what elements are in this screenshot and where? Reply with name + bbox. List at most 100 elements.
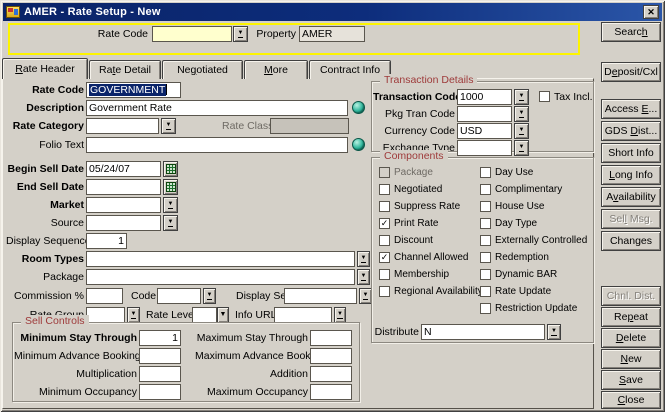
folio-text-globe-icon[interactable]	[352, 138, 365, 151]
checkbox-day-type[interactable]: Day Type	[480, 218, 587, 229]
info-url-input[interactable]	[274, 306, 332, 323]
tab-label: More	[264, 64, 288, 76]
new-button[interactable]: New	[601, 349, 661, 369]
checkbox-restriction-update[interactable]: Restriction Update	[480, 303, 587, 314]
button-label: New	[620, 353, 642, 365]
rate-group-input[interactable]	[86, 306, 125, 323]
checkbox-discount[interactable]: Discount	[379, 235, 483, 246]
currency-code-dropdown-button[interactable]	[514, 122, 529, 139]
repeat-button[interactable]: Repeat	[601, 307, 661, 327]
checkbox-day-use[interactable]: Day Use	[480, 167, 587, 178]
checkbox-house-use[interactable]: House Use	[480, 201, 587, 212]
checkbox-dynamic-bar[interactable]: Dynamic BAR	[480, 269, 587, 280]
long-info-button[interactable]: Long Info	[601, 165, 661, 185]
code-dropdown-button[interactable]	[203, 287, 216, 304]
market-dropdown-button[interactable]	[163, 196, 178, 213]
tab-rate-header[interactable]: Rate Header	[2, 58, 88, 79]
checkbox-print-rate[interactable]: ✓ Print Rate	[379, 218, 483, 229]
checkbox-box	[379, 167, 390, 178]
checkbox-box	[480, 235, 491, 246]
checkbox-negotiated[interactable]: Negotiated	[379, 184, 483, 195]
minimum-stay-through-input[interactable]: 1	[139, 330, 181, 346]
delete-button[interactable]: Delete	[601, 328, 661, 348]
maximum-occupancy-input[interactable]	[310, 384, 352, 400]
tax-incl-checkbox[interactable]: Tax Incl.	[539, 91, 593, 103]
code-input[interactable]	[157, 287, 201, 304]
short-info-button[interactable]: Short Info	[601, 143, 661, 163]
tab-label: Negotiated	[177, 64, 228, 76]
checkbox-externally-controlled[interactable]: Externally Controlled	[480, 235, 587, 246]
transaction-code-dropdown-button[interactable]	[514, 88, 529, 105]
checkbox-rate-update[interactable]: Rate Update	[480, 286, 587, 297]
field-row-commission: Commission % Code Display Set	[6, 287, 372, 304]
minimum-advance-booking-input[interactable]	[139, 348, 181, 364]
begin-sell-date-calendar-button[interactable]	[163, 160, 178, 177]
rate-category-dropdown-button[interactable]	[161, 117, 176, 134]
checkbox-membership[interactable]: Membership	[379, 269, 483, 280]
description-input[interactable]: Government Rate	[86, 99, 348, 116]
commission-input[interactable]	[86, 287, 123, 304]
minimum-occupancy-input[interactable]	[139, 384, 181, 400]
room-types-dropdown-button[interactable]	[357, 250, 370, 267]
tab-rate-detail[interactable]: Rate Detail	[89, 60, 161, 79]
header-rate-code-input[interactable]	[152, 26, 232, 42]
dropdown-icon	[237, 30, 244, 38]
rate-level-select[interactable]	[192, 306, 217, 323]
exchange-type-dropdown-button[interactable]	[514, 139, 529, 156]
addition-input[interactable]	[310, 366, 352, 382]
rate-category-label: Rate Category	[12, 119, 84, 132]
save-button[interactable]: Save	[601, 370, 661, 390]
end-sell-date-input[interactable]	[86, 178, 161, 195]
code-label: Code	[131, 289, 157, 302]
tab-more[interactable]: More	[244, 60, 308, 79]
checkbox-regional-availability[interactable]: Regional Availability	[379, 286, 483, 297]
checkbox-suppress-rate[interactable]: Suppress Rate	[379, 201, 483, 212]
pkg-tran-code-dropdown-button[interactable]	[514, 105, 529, 122]
distribute-input[interactable]: N	[421, 323, 545, 340]
sell-controls-row: Minimum Stay Through 1 Maximum Stay Thro…	[14, 330, 352, 346]
deposit-cxl-button[interactable]: Deposit/Cxl	[601, 62, 661, 82]
rate-code-input[interactable]: GOVERNMENT	[86, 81, 181, 98]
access-exceptions-button[interactable]: Access E...	[601, 99, 661, 119]
end-sell-date-label: End Sell Date	[16, 180, 84, 193]
tab-contract-info[interactable]: Contract Info	[309, 60, 391, 79]
description-globe-icon[interactable]	[352, 101, 365, 114]
checkbox-complimentary[interactable]: Complimentary	[480, 184, 587, 195]
room-types-input[interactable]	[86, 250, 355, 267]
availability-button[interactable]: Availability	[601, 187, 661, 207]
search-button[interactable]: Search	[601, 22, 661, 42]
currency-code-input[interactable]: USD	[457, 122, 512, 139]
pkg-tran-code-input[interactable]	[457, 105, 512, 122]
distribute-dropdown-button[interactable]	[547, 323, 561, 340]
tab-negotiated[interactable]: Negotiated	[162, 60, 243, 79]
header-rate-code-dropdown-button[interactable]	[233, 26, 248, 42]
info-url-dropdown-button[interactable]	[334, 306, 346, 323]
multiplication-input[interactable]	[139, 366, 181, 382]
rate-category-input[interactable]	[86, 117, 159, 134]
changes-button[interactable]: Changes	[601, 231, 661, 251]
source-dropdown-button[interactable]	[163, 214, 178, 231]
display-sequence-input[interactable]: 1	[86, 232, 127, 249]
maximum-stay-through-input[interactable]	[310, 330, 352, 346]
display-set-input[interactable]	[284, 287, 357, 304]
source-input[interactable]	[86, 214, 161, 231]
folio-text-input[interactable]	[86, 136, 348, 153]
transaction-code-input[interactable]: 1000	[457, 88, 512, 105]
gds-dist-button[interactable]: GDS Dist...	[601, 121, 661, 141]
begin-sell-date-input[interactable]: 05/24/07	[86, 160, 161, 177]
rate-group-dropdown-button[interactable]	[127, 306, 140, 323]
checkbox-channel-allowed[interactable]: ✓ Channel Allowed	[379, 252, 483, 263]
maximum-advance-booking-input[interactable]	[310, 348, 352, 364]
market-input[interactable]	[86, 196, 161, 213]
checkbox-redemption[interactable]: Redemption	[480, 252, 587, 263]
display-set-label: Display Set	[236, 289, 290, 302]
package-dropdown-button[interactable]	[357, 268, 370, 285]
exchange-type-input[interactable]	[457, 139, 512, 156]
dropdown-icon	[130, 311, 137, 319]
field-row-room-types: Room Types	[6, 250, 370, 267]
package-input[interactable]	[86, 268, 355, 285]
end-sell-date-calendar-button[interactable]	[163, 178, 178, 195]
rate-level-dropdown-button[interactable]	[217, 306, 229, 323]
close-button[interactable]: Close	[601, 391, 661, 409]
close-window-button[interactable]: ✕	[643, 5, 659, 19]
